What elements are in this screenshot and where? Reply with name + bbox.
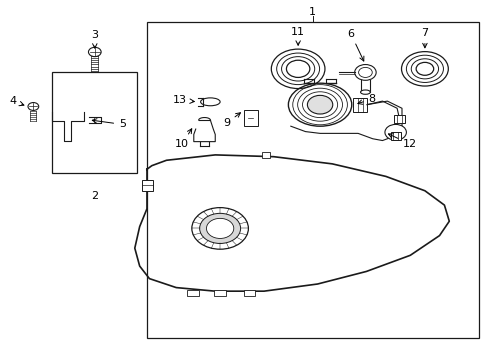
Text: 1: 1 (308, 7, 316, 17)
Circle shape (307, 95, 332, 114)
Bar (352, 98, 366, 112)
Text: 10: 10 (175, 129, 191, 149)
Bar (214, 290, 225, 296)
Bar (393, 115, 405, 123)
Text: 5: 5 (92, 119, 126, 129)
Text: 13: 13 (173, 95, 194, 105)
Bar (147, 22, 478, 338)
Ellipse shape (360, 90, 369, 94)
Bar (261, 152, 270, 158)
Bar (52, 72, 137, 173)
Circle shape (28, 103, 39, 111)
Circle shape (191, 208, 248, 249)
Bar (142, 180, 153, 191)
Text: 9: 9 (223, 113, 240, 128)
Text: 11: 11 (290, 27, 305, 45)
Ellipse shape (288, 83, 351, 126)
Circle shape (384, 125, 406, 140)
Text: 6: 6 (346, 29, 363, 61)
Ellipse shape (200, 98, 220, 106)
Circle shape (358, 67, 371, 77)
Text: 2: 2 (91, 191, 98, 201)
Circle shape (88, 47, 101, 57)
Bar (187, 290, 199, 296)
Text: 7: 7 (421, 28, 427, 48)
Circle shape (206, 219, 233, 238)
Bar (243, 290, 255, 296)
Circle shape (354, 64, 375, 80)
Text: 3: 3 (91, 31, 98, 48)
Bar (243, 111, 258, 126)
Text: 8: 8 (357, 94, 375, 104)
Circle shape (199, 213, 240, 243)
Text: 12: 12 (387, 134, 416, 149)
Text: 4: 4 (9, 96, 24, 106)
Bar (390, 132, 400, 140)
